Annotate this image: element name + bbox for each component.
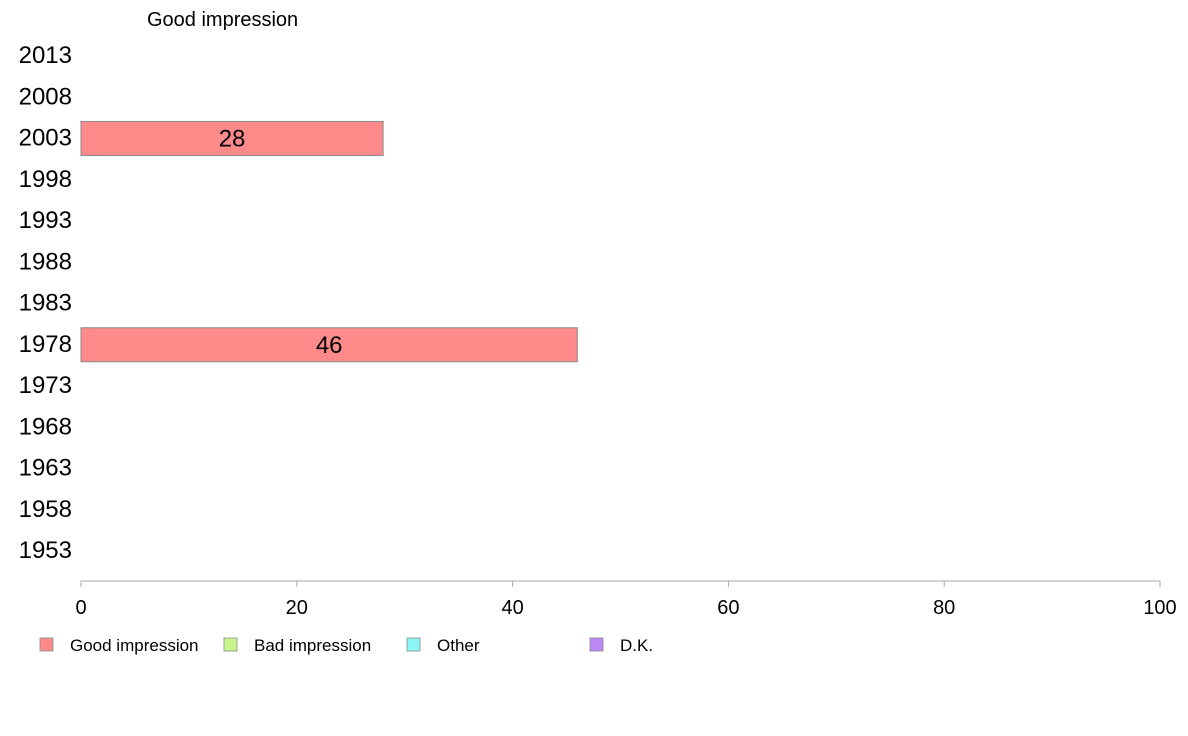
y-tick-label-1978: 1978 [19, 331, 72, 358]
x-tick-label-80: 80 [933, 597, 955, 619]
x-tick-label-100: 100 [1143, 597, 1176, 619]
y-tick-label-1998: 1998 [19, 166, 72, 193]
y-tick-label-1958: 1958 [19, 496, 72, 523]
legend-label-d-k: D.K. [620, 636, 653, 655]
y-tick-label-1988: 1988 [19, 248, 72, 275]
y-tick-label-2013: 2013 [19, 42, 72, 69]
legend-swatch-d-k [589, 637, 604, 652]
y-tick-label-1983: 1983 [19, 290, 72, 317]
y-tick-label-1968: 1968 [19, 413, 72, 440]
x-axis: 0 20 40 60 80 100 [75, 580, 1177, 619]
legend-label-good-impression: Good impression [70, 636, 199, 655]
y-tick-label-1973: 1973 [19, 372, 72, 399]
x-tick-label-60: 60 [717, 597, 739, 619]
y-axis-labels: 2013 2008 2003 1998 1993 1988 1983 1978 1973 1968… [19, 42, 72, 564]
bars: 28 46 [80, 121, 578, 363]
bar-label-1978: 46 [316, 332, 343, 359]
x-tick-label-20: 20 [286, 597, 308, 619]
bar-label-2003: 28 [219, 126, 246, 153]
legend-swatch-other [406, 637, 421, 652]
legend-swatch-bad-impression [223, 637, 238, 652]
bar-2003 [80, 121, 384, 156]
x-tick-label-0: 0 [75, 597, 86, 619]
legend-label-bad-impression: Bad impression [254, 636, 371, 655]
y-tick-label-1993: 1993 [19, 207, 72, 234]
y-tick-label-2003: 2003 [19, 125, 72, 152]
y-tick-label-2008: 2008 [19, 83, 72, 110]
x-tick-label-40: 40 [501, 597, 523, 619]
y-tick-label-1953: 1953 [19, 537, 72, 564]
bar-1978 [80, 327, 578, 363]
legend-label-other: Other [437, 636, 480, 655]
y-tick-label-1963: 1963 [19, 455, 72, 482]
chart-title: Good impression [147, 9, 298, 31]
legend-swatch-good-impression [39, 637, 54, 652]
legend: Good impression Bad impression Other D.K. [39, 636, 653, 655]
